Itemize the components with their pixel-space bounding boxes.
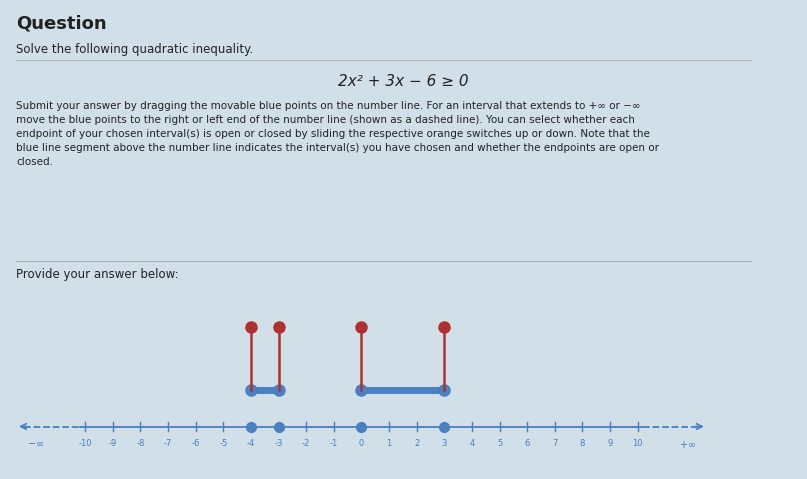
Text: -4: -4 [247, 438, 255, 447]
Text: -3: -3 [274, 438, 282, 447]
Text: -6: -6 [191, 438, 200, 447]
Text: 0: 0 [359, 438, 364, 447]
Text: -1: -1 [330, 438, 338, 447]
Text: -2: -2 [302, 438, 311, 447]
Text: Solve the following quadratic inequality.: Solve the following quadratic inequality… [16, 43, 253, 56]
Text: $+\infty$: $+\infty$ [679, 438, 696, 449]
Text: -10: -10 [78, 438, 92, 447]
Text: 2x² + 3x − 6 ≥ 0: 2x² + 3x − 6 ≥ 0 [338, 74, 469, 89]
Text: $-\infty$: $-\infty$ [27, 438, 44, 448]
Text: 2: 2 [414, 438, 420, 447]
Text: 5: 5 [497, 438, 502, 447]
Text: 8: 8 [579, 438, 585, 447]
Text: -9: -9 [109, 438, 117, 447]
Text: Provide your answer below:: Provide your answer below: [16, 268, 179, 281]
Text: 4: 4 [470, 438, 475, 447]
Text: 10: 10 [633, 438, 643, 447]
Text: Submit your answer by dragging the movable blue points on the number line. For a: Submit your answer by dragging the movab… [16, 101, 659, 167]
Text: -7: -7 [164, 438, 172, 447]
Text: -8: -8 [136, 438, 144, 447]
Text: Question: Question [16, 14, 107, 33]
Text: 7: 7 [552, 438, 558, 447]
Text: -5: -5 [220, 438, 228, 447]
Text: 1: 1 [387, 438, 391, 447]
Text: 6: 6 [525, 438, 530, 447]
Text: 3: 3 [441, 438, 447, 447]
Text: 9: 9 [608, 438, 613, 447]
